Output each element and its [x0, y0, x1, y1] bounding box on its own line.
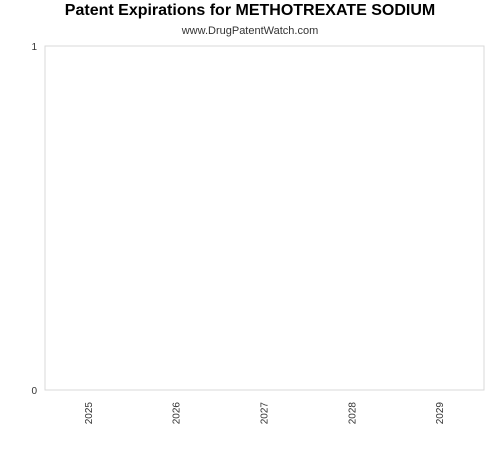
y-tick-label: 0: [31, 386, 37, 397]
x-tick-label: 2027: [260, 402, 271, 425]
x-tick-label: 2029: [435, 402, 446, 425]
chart-title: Patent Expirations for METHOTREXATE SODI…: [64, 2, 436, 19]
y-axis-ticks: 01: [31, 42, 37, 397]
chart-subtitle: www.DrugPatentWatch.com: [181, 25, 319, 37]
y-tick-label: 1: [31, 42, 37, 53]
x-axis-ticks: 2025 2026 2027 2028 2029: [84, 402, 446, 425]
x-tick-label: 2025: [84, 402, 95, 425]
plot-frame: [44, 45, 485, 391]
x-tick-label: 2026: [172, 402, 183, 425]
x-tick-label: 2028: [347, 402, 358, 425]
